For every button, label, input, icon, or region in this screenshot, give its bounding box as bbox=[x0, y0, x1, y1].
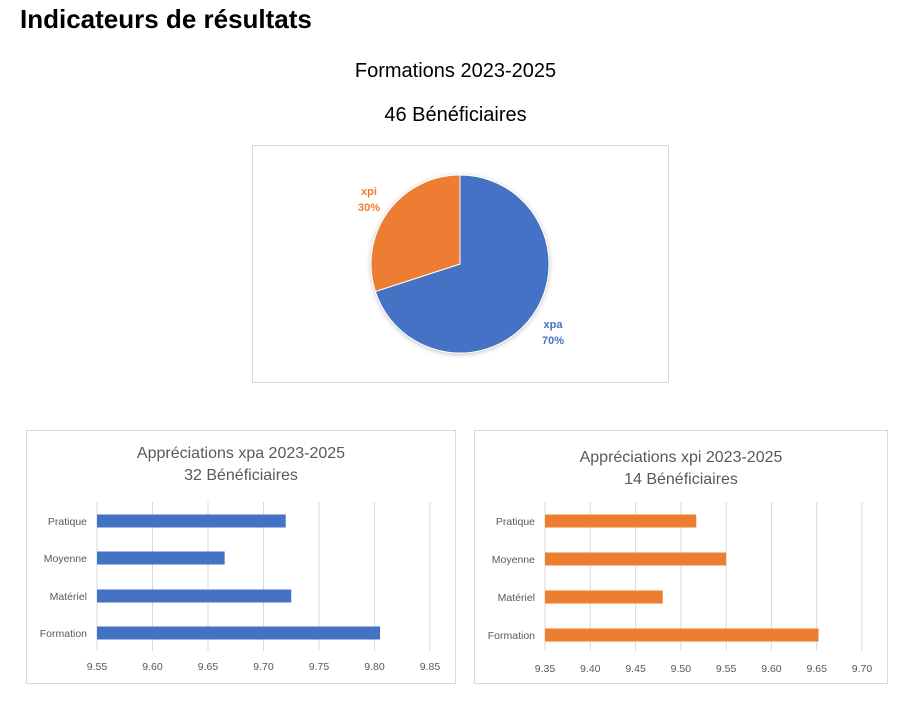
xpi-bar-pratique bbox=[545, 514, 697, 528]
xpi-x-tick-label: 9.45 bbox=[625, 663, 646, 675]
xpa-bar-matériel bbox=[97, 589, 292, 603]
xpa-bar-pratique bbox=[97, 514, 286, 528]
xpa-x-tick-label: 9.60 bbox=[142, 661, 163, 673]
xpi-x-tick-label: 9.70 bbox=[852, 663, 873, 675]
xpa-x-tick-label: 9.80 bbox=[364, 661, 385, 673]
xpi-x-tick-label: 9.60 bbox=[761, 663, 782, 675]
xpa-chart-subtitle: 32 Bénéficiaires bbox=[184, 467, 298, 484]
pie-percent-xpa: 70% bbox=[542, 335, 564, 347]
xpi-x-tick-label: 9.40 bbox=[580, 663, 601, 675]
xpa-x-tick-label: 9.75 bbox=[309, 661, 330, 673]
xpi-x-tick-label: 9.55 bbox=[716, 663, 737, 675]
xpa-x-tick-label: 9.65 bbox=[198, 661, 219, 673]
xpi-category-label: Matériel bbox=[498, 592, 535, 604]
xpa-category-label: Formation bbox=[40, 628, 87, 640]
pie-chart-frame: xpi 30% xpa 70% bbox=[252, 145, 669, 383]
xpi-x-tick-label: 9.35 bbox=[535, 663, 556, 675]
xpi-bar-matériel bbox=[545, 590, 663, 604]
xpi-bar-chart: Pratique Moyenne Matériel Formation 9.35 9.4… bbox=[488, 502, 873, 675]
xpa-bar-formation bbox=[97, 626, 381, 640]
xpi-category-label: Pratique bbox=[496, 516, 535, 528]
formations-subtitle: Formations 2023-2025 bbox=[354, 60, 557, 82]
xpi-category-label: Formation bbox=[488, 630, 535, 642]
pie-label-xpa: xpa bbox=[544, 319, 564, 331]
page-title: Indicateurs de résultats bbox=[20, 4, 312, 34]
pie-label-xpi: xpi bbox=[361, 186, 377, 198]
xpi-chart-frame: Appréciations xpi 2023-2025 14 Bénéficia… bbox=[474, 430, 888, 684]
xpi-x-tick-label: 9.50 bbox=[671, 663, 692, 675]
xpa-bar-moyenne bbox=[97, 551, 225, 565]
xpi-x-tick-label: 9.65 bbox=[806, 663, 827, 675]
xpa-chart-frame: Appréciations xpa 2023-2025 32 Bénéficia… bbox=[26, 430, 456, 684]
xpa-x-tick-label: 9.70 bbox=[253, 661, 274, 673]
xpa-category-label: Pratique bbox=[48, 516, 87, 528]
xpi-chart-subtitle: 14 Bénéficiaires bbox=[624, 471, 738, 488]
xpi-chart-title: Appréciations xpi 2023-2025 bbox=[579, 449, 783, 466]
xpi-bar-moyenne bbox=[545, 552, 727, 566]
pie-slice-xpi bbox=[370, 174, 461, 293]
pie-slice-xpa bbox=[374, 174, 550, 354]
xpa-bar-chart: Pratique Moyenne Matériel Formation 9.55 9.6… bbox=[40, 502, 441, 673]
xpa-x-tick-label: 9.55 bbox=[87, 661, 108, 673]
xpi-bar-formation bbox=[545, 628, 819, 642]
pie-percent-xpi: 30% bbox=[358, 202, 380, 214]
xpa-x-tick-label: 9.85 bbox=[420, 661, 441, 673]
xpi-category-label: Moyenne bbox=[492, 554, 535, 566]
xpa-chart-title: Appréciations xpa 2023-2025 bbox=[136, 445, 346, 462]
pie-chart: xpi 30% xpa 70% bbox=[358, 174, 564, 354]
xpa-category-label: Moyenne bbox=[44, 553, 87, 565]
beneficiaires-subtitle: 46 Bénéficiaires bbox=[384, 104, 527, 126]
xpa-category-label: Matériel bbox=[50, 591, 87, 603]
